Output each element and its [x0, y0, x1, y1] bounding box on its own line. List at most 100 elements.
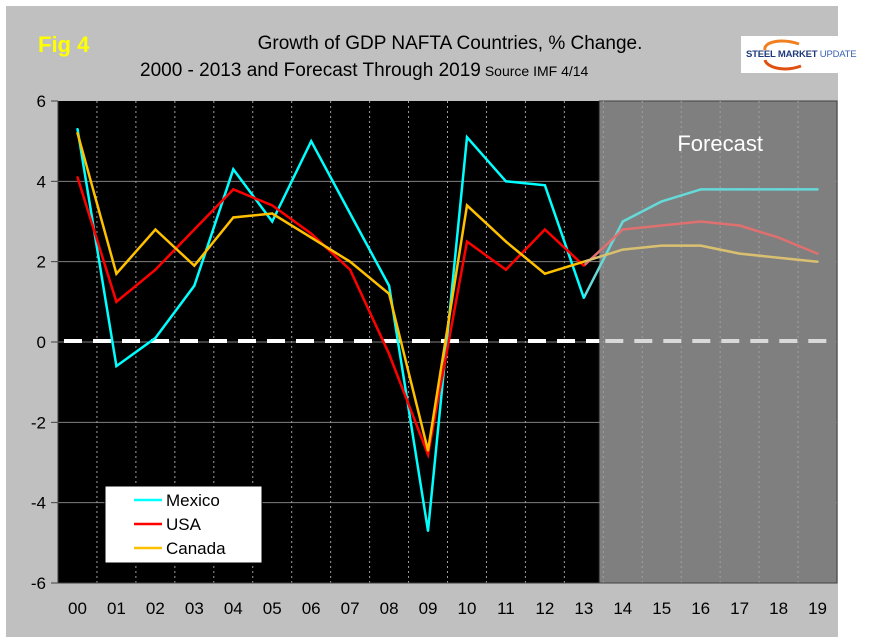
- x-tick-label: 02: [146, 599, 165, 618]
- data-point-usa: [426, 453, 430, 456]
- data-point-canada: [115, 272, 118, 275]
- data-point-usa: [387, 352, 391, 356]
- x-tick-label: 05: [263, 599, 282, 618]
- data-point-canada: [465, 204, 469, 207]
- y-tick-label: 6: [37, 92, 46, 111]
- data-point-canada: [387, 292, 391, 295]
- y-tick-label: 4: [37, 172, 46, 191]
- data-point-mexico: [621, 220, 624, 223]
- data-point-canada: [621, 248, 624, 251]
- data-point-usa: [309, 232, 313, 235]
- x-tick-label: 17: [730, 599, 749, 618]
- series-line-mexico: [76, 128, 585, 531]
- x-tick-label: 01: [107, 599, 126, 618]
- legend: Mexico USA Canada: [104, 485, 263, 564]
- x-tick-label: 14: [613, 599, 632, 618]
- data-point-usa: [504, 268, 508, 271]
- data-point-mexico: [543, 184, 547, 187]
- legend-label-canada: Canada: [166, 539, 226, 558]
- x-tick-label: 10: [458, 599, 477, 618]
- chart-title-line2-wrap: 2000 - 2013 and Forecast Through 2019 Sou…: [140, 60, 588, 82]
- data-point-mexico: [115, 364, 118, 368]
- data-point-canada: [738, 252, 741, 255]
- data-point-canada: [660, 244, 663, 247]
- data-point-canada: [699, 244, 702, 247]
- data-point-usa: [543, 228, 547, 231]
- data-point-canada: [543, 272, 547, 275]
- data-point-mexico: [76, 127, 79, 131]
- data-point-canada: [504, 240, 508, 243]
- chart-title-line2: 2000 - 2013 and Forecast Through 2019: [140, 60, 481, 81]
- x-tick-label: 13: [574, 599, 593, 618]
- legend-label-usa: USA: [166, 515, 202, 534]
- steel-market-update-logo: STEEL MARKET UPDATE: [741, 36, 862, 73]
- data-point-canada: [777, 256, 780, 259]
- data-point-canada: [309, 236, 313, 239]
- data-point-mexico: [271, 220, 274, 223]
- data-point-mexico: [504, 180, 508, 183]
- x-tick-label: 00: [68, 599, 87, 618]
- data-point-mexico: [582, 296, 586, 300]
- data-point-usa: [115, 300, 118, 304]
- data-point-mexico: [660, 200, 663, 203]
- data-point-usa: [348, 268, 352, 271]
- y-tick-label: -6: [31, 574, 46, 593]
- data-point-usa: [621, 228, 624, 231]
- data-point-usa: [699, 220, 702, 223]
- data-point-mexico: [816, 188, 819, 191]
- data-point-mexico: [232, 168, 235, 171]
- x-tick-label: 08: [380, 599, 399, 618]
- x-tick-label: 11: [497, 599, 515, 618]
- data-point-usa: [193, 228, 196, 231]
- data-point-canada: [154, 228, 157, 231]
- data-point-mexico: [738, 188, 741, 191]
- data-point-usa: [154, 268, 157, 271]
- legend-box: [104, 485, 263, 564]
- data-point-canada: [271, 212, 274, 215]
- data-point-usa: [582, 264, 586, 267]
- data-point-usa: [816, 252, 819, 255]
- data-point-usa: [76, 176, 79, 179]
- logo-word-steel: STEEL: [746, 49, 776, 60]
- x-tick-label: 19: [808, 599, 827, 618]
- data-point-canada: [76, 131, 79, 135]
- x-tick-label: 04: [224, 599, 243, 618]
- x-tick-label: 18: [769, 599, 788, 618]
- data-point-mexico: [777, 188, 780, 191]
- series-line-usa: [76, 176, 585, 460]
- y-tick-label: -4: [31, 494, 46, 513]
- y-tick-label: -2: [31, 413, 46, 432]
- forecast-label: Forecast: [677, 131, 763, 156]
- data-point-usa: [660, 224, 663, 227]
- figure-label: Fig 4: [38, 32, 90, 57]
- series-line-canada: [76, 132, 585, 451]
- data-point-canada: [348, 260, 352, 263]
- logo-swoosh-icon: [763, 39, 802, 71]
- data-point-mexico: [193, 284, 196, 287]
- x-tick-label: 03: [185, 599, 204, 618]
- data-point-usa: [738, 224, 741, 227]
- y-tick-label: 0: [37, 333, 46, 352]
- data-point-mexico: [387, 284, 391, 287]
- data-point-canada: [193, 264, 196, 267]
- logo-word-market: MARKET: [777, 49, 818, 60]
- data-point-canada: [426, 449, 430, 452]
- x-tick-label: 15: [652, 599, 671, 618]
- data-point-usa: [465, 240, 469, 243]
- data-point-canada: [582, 260, 586, 263]
- logo-word-update: UPDATE: [819, 49, 857, 60]
- x-tick-label: 09: [419, 599, 438, 618]
- data-point-mexico: [699, 188, 702, 191]
- legend-label-mexico: Mexico: [166, 491, 220, 510]
- data-point-usa: [232, 188, 235, 191]
- data-point-canada: [816, 260, 819, 263]
- x-tick-label: 16: [691, 599, 710, 618]
- data-point-mexico: [426, 529, 430, 532]
- data-point-usa: [777, 236, 780, 239]
- data-point-mexico: [348, 212, 352, 215]
- y-tick-label: 2: [37, 253, 46, 272]
- data-point-mexico: [309, 139, 313, 143]
- data-point-mexico: [465, 135, 469, 139]
- x-tick-label: 07: [341, 599, 360, 618]
